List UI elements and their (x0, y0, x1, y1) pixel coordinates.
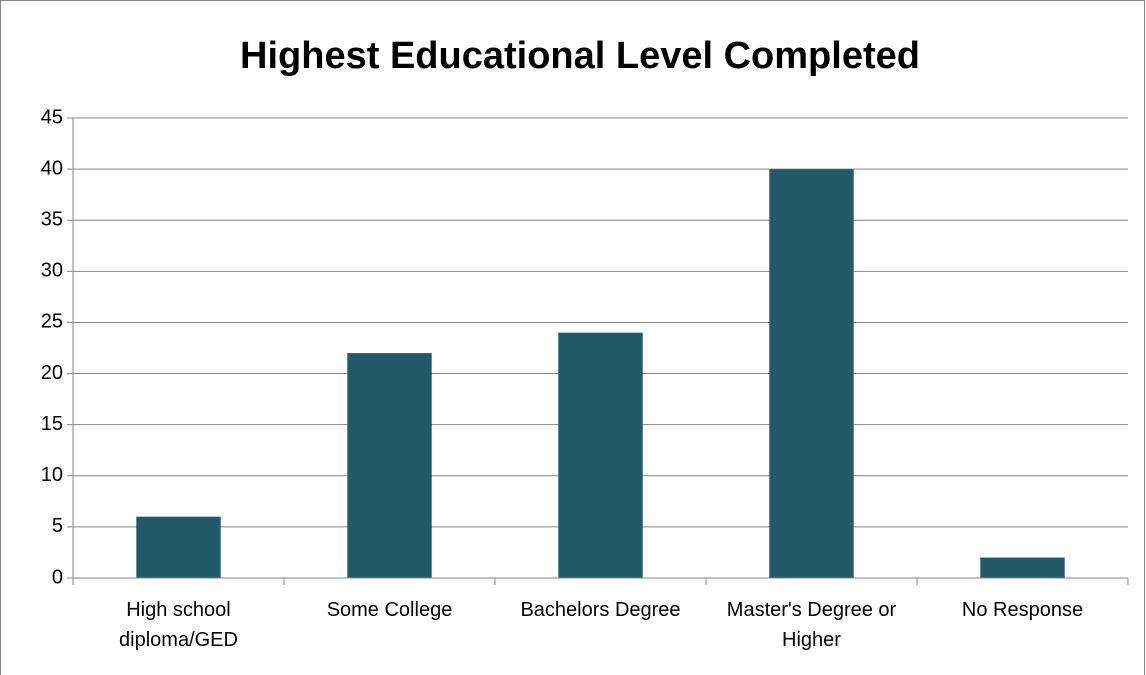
x-tick-label: Some College (326, 599, 453, 621)
y-tick-label: 30 (41, 260, 63, 282)
y-tick-label: 5 (52, 515, 63, 537)
bar (347, 353, 432, 578)
y-tick-label: 10 (41, 464, 63, 486)
x-tick-label: Bachelors Degree (520, 599, 681, 621)
bar (558, 332, 643, 578)
y-tick-label: 25 (41, 311, 63, 333)
bar (136, 516, 221, 578)
x-tick-label-box: Some College (326, 599, 453, 621)
x-tick-label: No Response (961, 599, 1084, 621)
x-tick-label-box: Master's Degree or Higher (726, 599, 897, 651)
x-tick-label-box: Bachelors Degree (520, 599, 681, 621)
y-tick-label: 15 (41, 413, 63, 435)
chart-title: Highest Educational Level Completed (240, 35, 920, 77)
x-tick-label: High school diploma/GED (119, 599, 238, 651)
x-tick-label: Master's Degree or Higher (726, 599, 897, 651)
x-tick-label-box: No Response (961, 599, 1084, 621)
x-tick-label-box: High school diploma/GED (119, 599, 238, 651)
y-tick-label: 0 (52, 566, 63, 588)
bar (769, 169, 854, 578)
y-tick-label: 35 (41, 209, 63, 231)
y-tick-label: 20 (41, 362, 63, 384)
y-tick-label: 45 (41, 106, 63, 128)
y-tick-label: 40 (41, 157, 63, 179)
bar (980, 557, 1065, 578)
